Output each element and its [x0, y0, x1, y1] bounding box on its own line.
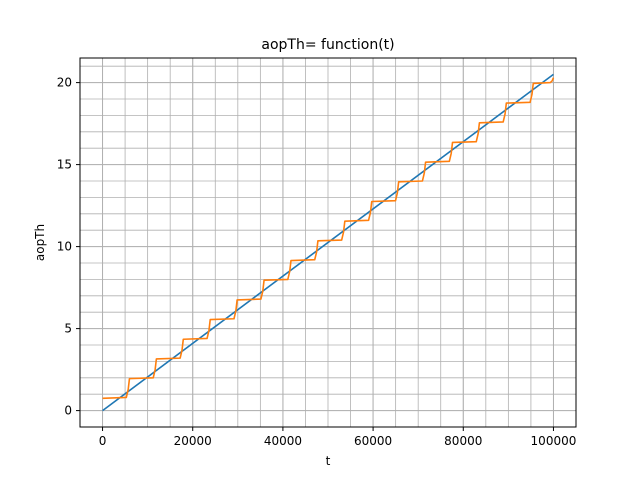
- x-tick-label: 40000: [264, 434, 302, 448]
- y-tick-label: 0: [64, 404, 72, 418]
- x-tick-label: 100000: [531, 434, 577, 448]
- x-tick-label: 20000: [174, 434, 212, 448]
- y-tick-label: 5: [64, 322, 72, 336]
- y-tick-label: 20: [57, 76, 72, 90]
- y-tick-label: 15: [57, 158, 72, 172]
- major-gridlines: [80, 58, 576, 427]
- x-tick-label: 0: [99, 434, 107, 448]
- x-tick-label: 80000: [444, 434, 482, 448]
- y-tick-label: 10: [57, 240, 72, 254]
- series-layer: [102, 73, 555, 412]
- series-line-2: [102, 77, 555, 400]
- axes-frame: [79, 57, 577, 428]
- x-tick-label: 60000: [354, 434, 392, 448]
- x-axis-label: t: [326, 454, 331, 468]
- chart-title: aopTh= function(t): [261, 37, 394, 53]
- ticks: 0 20000 40000 60000 80000 100000 0 5 10 15 20: [57, 76, 577, 448]
- y-axis-label: aopTh: [33, 224, 47, 261]
